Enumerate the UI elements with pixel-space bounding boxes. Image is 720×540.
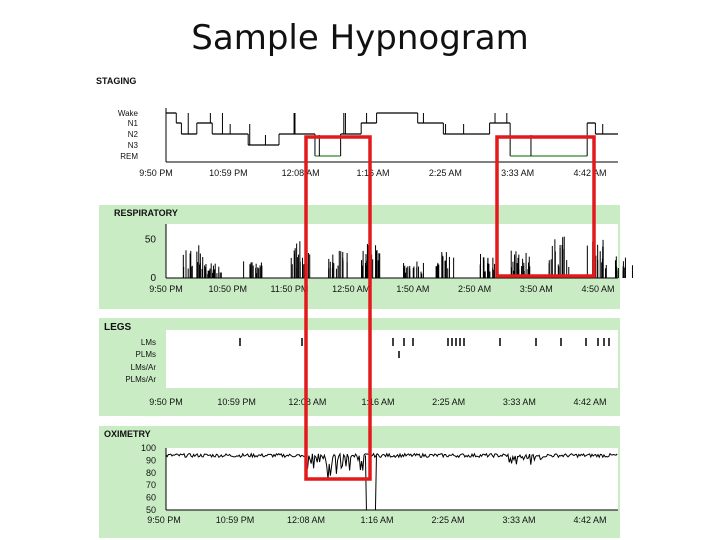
respiratory-panel: RESPIRATORY 50 0 9:50 PM 10:50 PM 11:50 PM 1… — [99, 205, 633, 309]
oximetry-y-tick: 60 — [146, 493, 156, 503]
oximetry-y-tick: 50 — [146, 505, 156, 515]
staging-x-ticks: 9:50 PM 10:59 PM 12:08 AM 1:16 AM 2:25 AM 3:3… — [139, 168, 606, 178]
x-tick-label: 9:50 PM — [147, 515, 181, 525]
x-tick-label: 2:50 AM — [458, 284, 491, 294]
respiratory-plot-area — [166, 224, 618, 278]
x-tick-label: 9:50 PM — [139, 168, 173, 178]
x-tick-label: 3:50 AM — [520, 284, 553, 294]
respiratory-y-ticks: 50 0 — [145, 234, 157, 284]
staging-stage-label: REM — [120, 152, 138, 161]
x-tick-label: 2:25 AM — [431, 515, 464, 525]
x-tick-label: 1:16 AM — [356, 168, 389, 178]
respiratory-y-tick: 50 — [145, 234, 157, 245]
highlight-box-rem-period-1 — [304, 135, 372, 481]
legs-title: LEGS — [104, 322, 132, 333]
x-tick-label: 4:42 AM — [573, 515, 606, 525]
x-tick-label: 10:59 PM — [217, 397, 256, 407]
legs-row-label: PLMs — [136, 350, 156, 359]
x-tick-label: 9:50 PM — [149, 397, 183, 407]
oximetry-panel: OXIMETRY 100 90 80 70 60 50 9:50 PM 10:59 PM 12… — [99, 426, 620, 538]
respiratory-title: RESPIRATORY — [114, 208, 178, 218]
oximetry-y-tick: 90 — [146, 455, 156, 465]
staging-stage-label: Wake — [118, 109, 139, 118]
oximetry-y-tick: 100 — [141, 443, 156, 453]
oximetry-y-tick: 70 — [146, 480, 156, 490]
x-tick-label: 4:42 AM — [573, 397, 606, 407]
oximetry-plot-area — [166, 448, 618, 510]
x-tick-label: 3:33 AM — [501, 168, 534, 178]
oximetry-y-tick: 80 — [146, 468, 156, 478]
x-tick-label: 1:50 AM — [396, 284, 429, 294]
staging-stage-label: N1 — [128, 119, 139, 128]
spo2-trace-line — [165, 452, 618, 480]
legs-plot-area — [166, 330, 618, 388]
oximetry-title: OXIMETRY — [104, 429, 151, 439]
x-tick-label: 12:50 AM — [332, 284, 370, 294]
respiratory-x-ticks: 9:50 PM 10:50 PM 11:50 PM 12:50 AM 1:50 AM 2:… — [149, 284, 614, 294]
legs-panel: LEGS LMs PLMs LMs/Ar PLMs/Ar 9:50 PM 10:59 P… — [99, 318, 620, 416]
x-tick-label: 2:25 AM — [429, 168, 462, 178]
respiratory-trace — [182, 236, 633, 278]
x-tick-label: 11:50 PM — [270, 284, 308, 294]
x-tick-label: 3:33 AM — [502, 515, 535, 525]
x-tick-label: 12:08 AM — [287, 515, 325, 525]
oximetry-x-ticks: 9:50 PM 10:59 PM 12:08 AM 1:16 AM 2:25 AM 3:3… — [147, 515, 606, 525]
x-tick-label: 10:59 PM — [209, 168, 248, 178]
x-tick-label: 10:59 PM — [216, 515, 255, 525]
spo2-dropout — [364, 455, 377, 511]
highlight-box-rem-period-2 — [495, 135, 596, 278]
x-tick-label: 1:16 AM — [360, 515, 393, 525]
staging-trace — [166, 112, 618, 157]
x-tick-label: 2:25 AM — [432, 397, 465, 407]
x-tick-label: 12:08 AM — [282, 168, 320, 178]
x-tick-label: 4:50 AM — [581, 284, 614, 294]
slide-title: Sample Hypnogram — [191, 18, 529, 58]
oximetry-trace — [165, 452, 618, 511]
legs-row-label: LMs — [141, 338, 156, 347]
x-tick-label: 9:50 PM — [149, 284, 183, 294]
legs-row-label: LMs/Ar — [131, 363, 157, 372]
legs-row-labels: LMs PLMs LMs/Ar PLMs/Ar — [125, 338, 156, 384]
x-tick-label: 4:42 AM — [573, 168, 606, 178]
x-tick-label: 1:16 AM — [361, 397, 394, 407]
x-tick-label: 3:33 AM — [503, 397, 536, 407]
oximetry-y-ticks: 100 90 80 70 60 50 — [141, 443, 156, 515]
respiratory-y-tick: 0 — [150, 273, 156, 284]
staging-title: STAGING — [96, 76, 136, 86]
legs-event-marks — [239, 338, 610, 358]
staging-stage-label: N2 — [128, 130, 139, 139]
staging-stage-label: N3 — [128, 141, 139, 150]
legs-row-label: PLMs/Ar — [125, 375, 156, 384]
x-tick-label: 10:50 PM — [208, 284, 247, 294]
